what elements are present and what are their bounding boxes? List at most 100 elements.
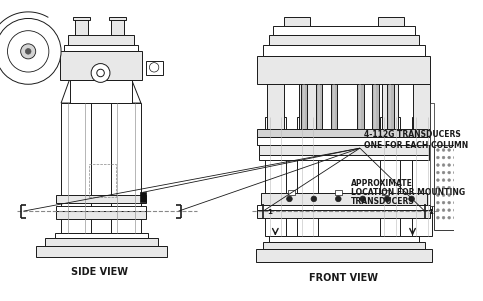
- Bar: [60, 51, 142, 79]
- Bar: [257, 210, 430, 218]
- Bar: [430, 103, 434, 206]
- Circle shape: [437, 179, 440, 182]
- Bar: [64, 45, 138, 51]
- Bar: [70, 79, 131, 103]
- Circle shape: [442, 149, 445, 151]
- Circle shape: [437, 149, 440, 151]
- Bar: [265, 117, 285, 237]
- Bar: [297, 117, 318, 237]
- Circle shape: [437, 186, 440, 189]
- Circle shape: [454, 216, 456, 219]
- Bar: [57, 211, 146, 219]
- Circle shape: [442, 201, 445, 204]
- Circle shape: [360, 196, 366, 202]
- Circle shape: [442, 179, 445, 182]
- Bar: [284, 17, 310, 26]
- Circle shape: [454, 194, 456, 197]
- Circle shape: [442, 171, 445, 174]
- Circle shape: [97, 69, 104, 77]
- Circle shape: [0, 18, 61, 84]
- Circle shape: [442, 186, 445, 189]
- Bar: [259, 155, 428, 160]
- Circle shape: [448, 216, 451, 219]
- Circle shape: [442, 164, 445, 166]
- Bar: [57, 195, 146, 203]
- Circle shape: [448, 209, 451, 212]
- Text: ONE FOR EACH COLUMN: ONE FOR EACH COLUMN: [364, 141, 468, 150]
- Circle shape: [442, 156, 445, 159]
- Circle shape: [437, 209, 440, 212]
- Bar: [335, 191, 342, 195]
- Bar: [269, 237, 419, 242]
- Text: 1: 1: [428, 209, 433, 215]
- Bar: [357, 84, 364, 129]
- Bar: [61, 103, 91, 233]
- Bar: [36, 246, 167, 257]
- Circle shape: [448, 194, 451, 197]
- Circle shape: [26, 48, 31, 54]
- Bar: [382, 84, 398, 137]
- Circle shape: [454, 164, 456, 166]
- Bar: [146, 61, 163, 75]
- Text: LOCATION FOR MOUNTING: LOCATION FOR MOUNTING: [351, 188, 465, 197]
- Bar: [109, 17, 126, 20]
- Circle shape: [454, 179, 456, 182]
- Bar: [382, 191, 389, 195]
- Bar: [287, 191, 295, 195]
- Circle shape: [437, 201, 440, 204]
- Circle shape: [454, 209, 456, 212]
- Bar: [140, 192, 146, 202]
- Circle shape: [454, 149, 456, 151]
- Circle shape: [454, 186, 456, 189]
- Circle shape: [409, 196, 414, 202]
- Circle shape: [442, 194, 445, 197]
- Bar: [412, 117, 432, 237]
- Bar: [316, 84, 322, 129]
- Circle shape: [384, 196, 390, 202]
- Text: 1: 1: [267, 209, 272, 215]
- Bar: [263, 45, 425, 56]
- Circle shape: [448, 171, 451, 174]
- Bar: [111, 103, 141, 233]
- Bar: [257, 56, 430, 84]
- Circle shape: [448, 156, 451, 159]
- Bar: [263, 242, 425, 249]
- Circle shape: [454, 171, 456, 174]
- Text: TRANSDUCERS: TRANSDUCERS: [351, 197, 414, 206]
- Bar: [269, 36, 419, 45]
- Bar: [413, 84, 430, 137]
- Bar: [57, 206, 146, 211]
- Circle shape: [149, 63, 159, 72]
- Bar: [256, 249, 432, 262]
- Circle shape: [311, 196, 317, 202]
- Text: SIDE VIEW: SIDE VIEW: [71, 267, 128, 277]
- Text: FRONT VIEW: FRONT VIEW: [310, 274, 379, 284]
- Bar: [45, 238, 158, 246]
- Bar: [73, 17, 90, 20]
- Circle shape: [442, 209, 445, 212]
- Bar: [89, 164, 115, 197]
- Bar: [267, 84, 284, 137]
- Circle shape: [448, 149, 451, 151]
- Circle shape: [448, 201, 451, 204]
- Circle shape: [21, 44, 36, 59]
- Circle shape: [437, 216, 440, 219]
- Circle shape: [437, 171, 440, 174]
- Circle shape: [448, 179, 451, 182]
- Bar: [55, 233, 148, 238]
- Text: 4-112G TRANSDUCERS: 4-112G TRANSDUCERS: [364, 130, 460, 139]
- Bar: [380, 117, 400, 237]
- Bar: [257, 129, 430, 137]
- Circle shape: [448, 164, 451, 166]
- Circle shape: [454, 201, 456, 204]
- Bar: [434, 145, 458, 230]
- Bar: [257, 205, 430, 210]
- Polygon shape: [111, 79, 141, 103]
- Circle shape: [442, 216, 445, 219]
- Bar: [331, 84, 337, 129]
- Bar: [261, 193, 426, 205]
- Bar: [75, 20, 88, 36]
- Bar: [272, 26, 415, 36]
- Bar: [301, 84, 307, 129]
- Circle shape: [437, 164, 440, 166]
